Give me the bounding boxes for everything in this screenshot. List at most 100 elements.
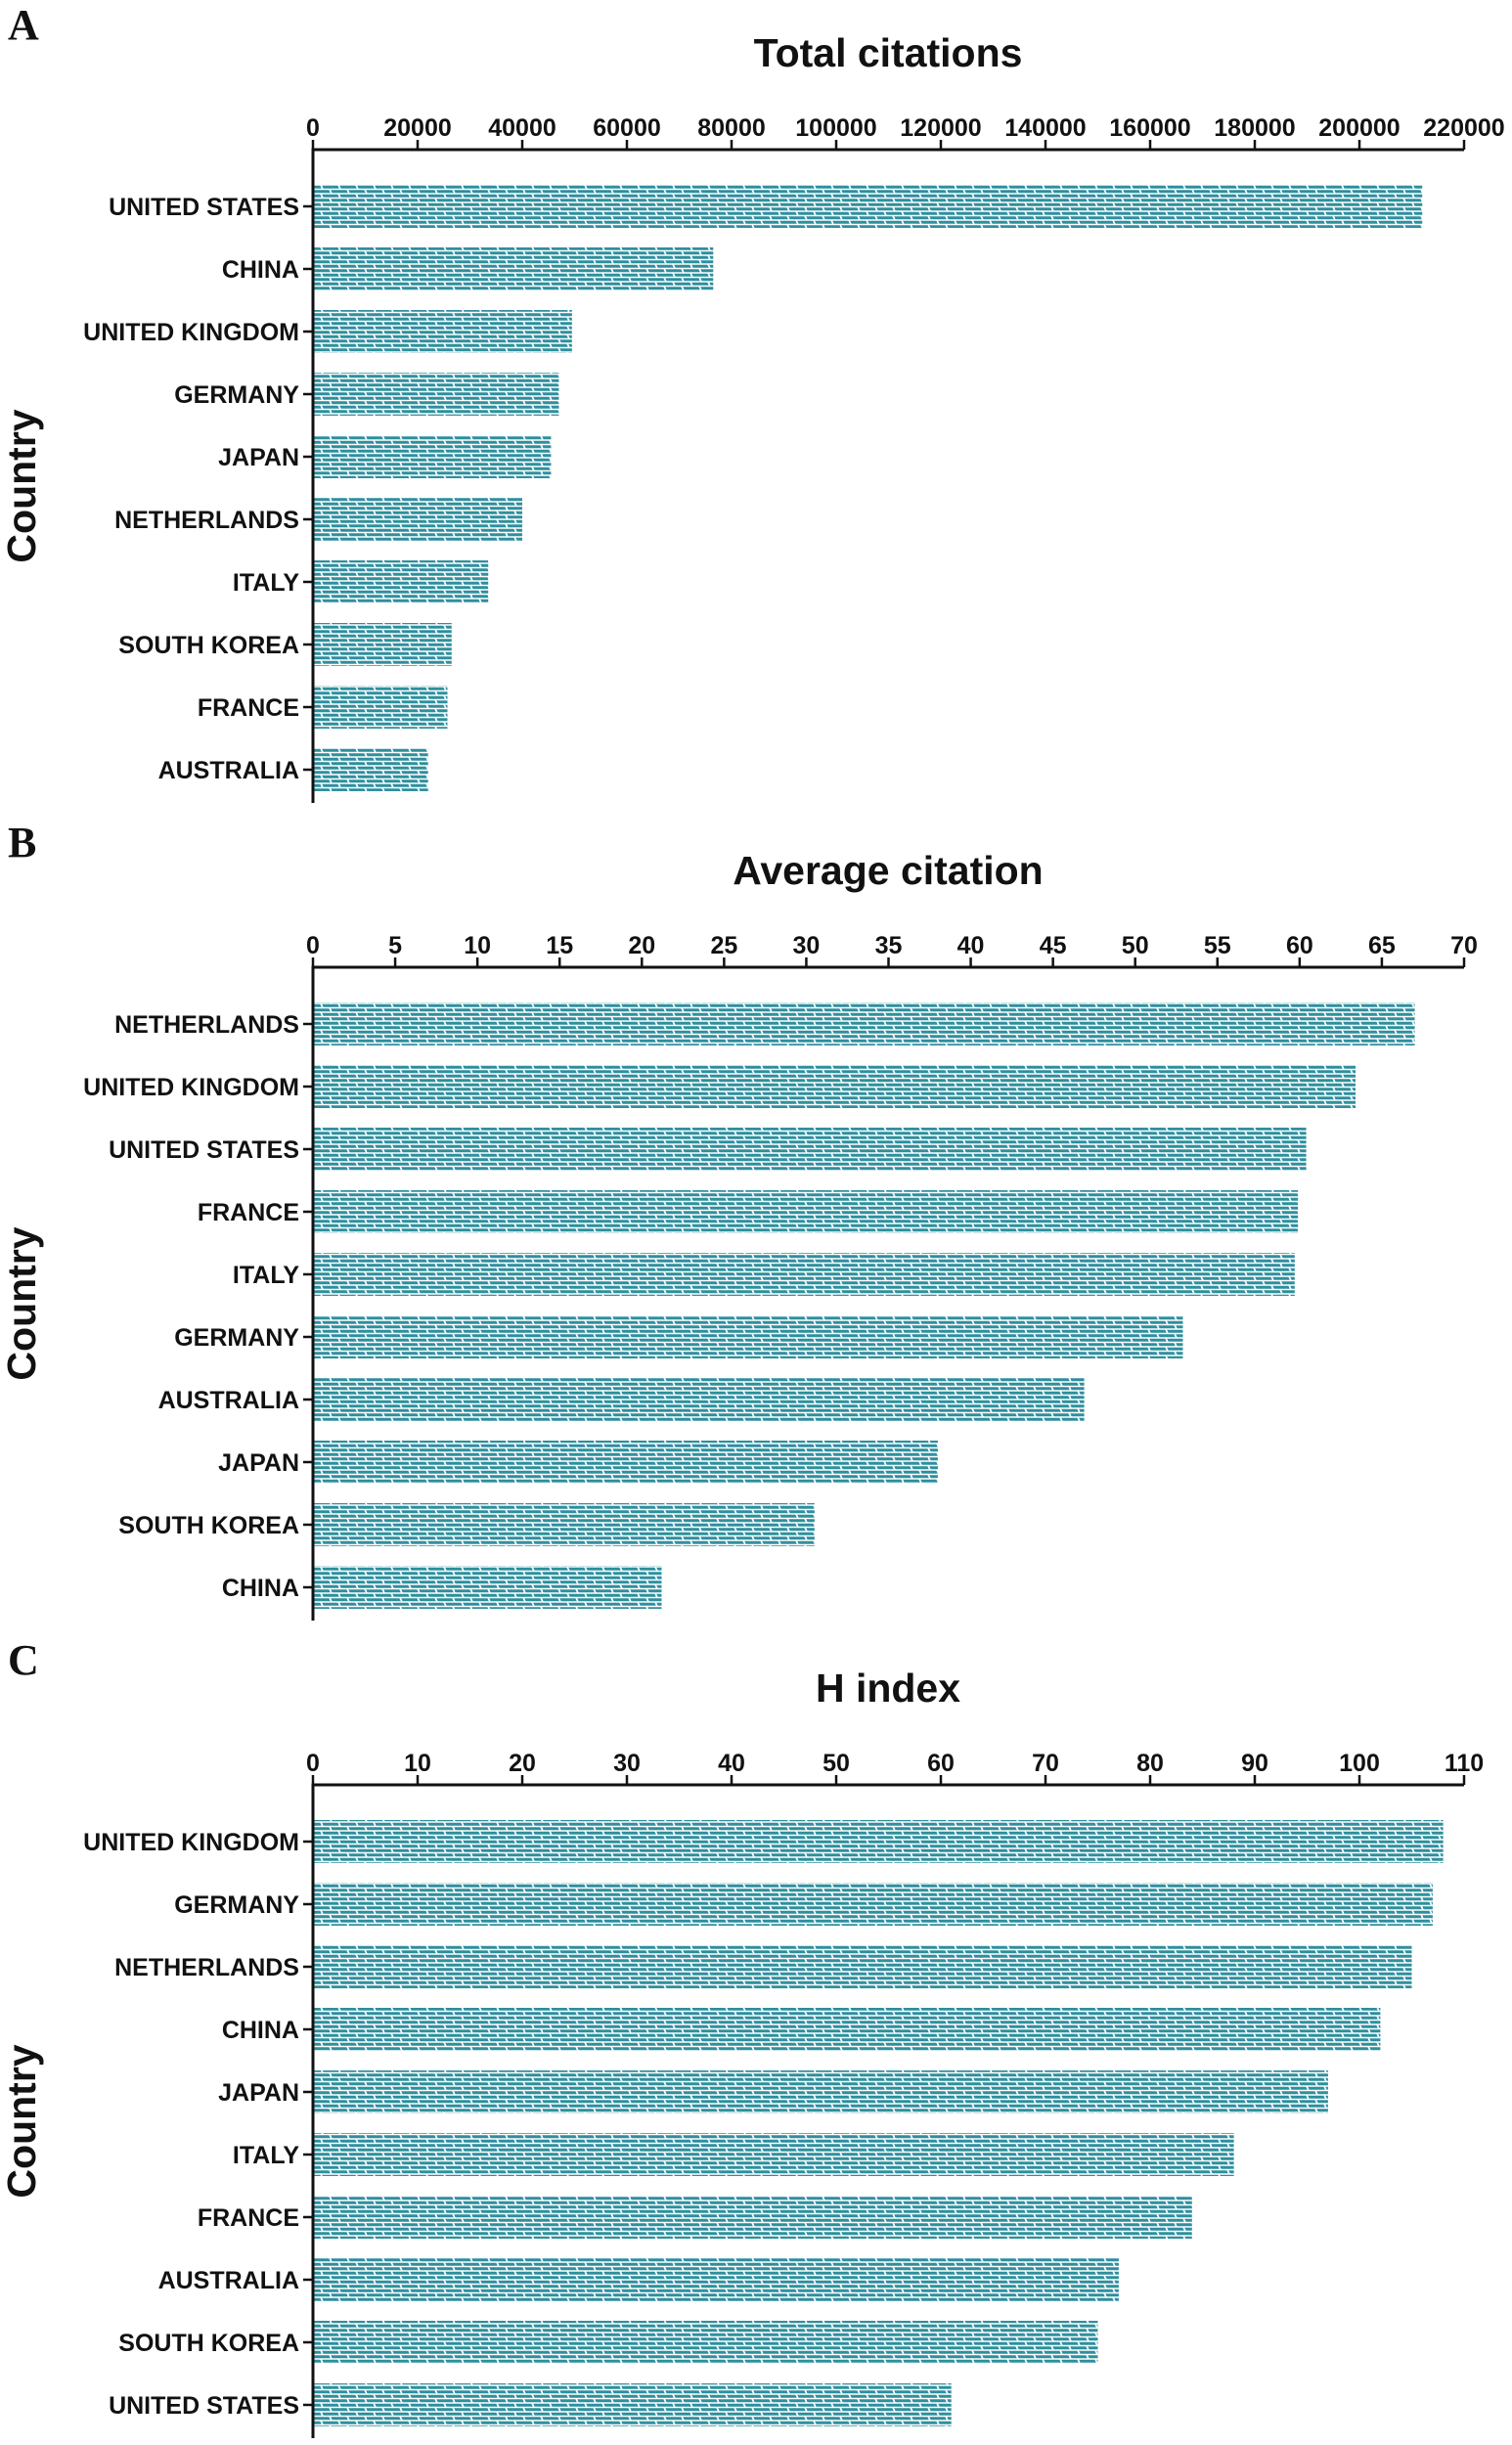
y-axis-label: Country bbox=[0, 1226, 44, 1380]
bar bbox=[314, 1883, 1433, 1926]
x-tick-label: 35 bbox=[875, 932, 903, 959]
x-tick-label: 55 bbox=[1204, 932, 1231, 959]
x-tick-label: 140000 bbox=[1004, 114, 1086, 142]
panel-letter: C bbox=[8, 1636, 39, 1684]
x-tick-label: 110 bbox=[1445, 1750, 1484, 1777]
bar bbox=[314, 686, 448, 729]
bar bbox=[314, 1945, 1412, 1988]
bar bbox=[314, 498, 522, 541]
y-axis-label: Country bbox=[0, 409, 44, 562]
bar bbox=[314, 1378, 1085, 1421]
x-tick-label: 25 bbox=[710, 932, 737, 959]
chart-title: H index bbox=[816, 1666, 960, 1711]
category-label: UNITED KINGDOM bbox=[83, 1829, 299, 1856]
bar bbox=[314, 1065, 1356, 1108]
panel-letter: B bbox=[8, 819, 36, 867]
category-label: FRANCE bbox=[198, 2204, 299, 2232]
category-label: UNITED STATES bbox=[109, 1136, 299, 1164]
x-tick-label: 100 bbox=[1339, 1750, 1380, 1777]
x-tick-label: 40 bbox=[957, 932, 985, 959]
panel-letter: A bbox=[8, 1, 39, 49]
category-label: AUSTRALIA bbox=[158, 2267, 299, 2294]
category-label: ITALY bbox=[233, 2142, 299, 2169]
x-tick-label: 50 bbox=[1122, 932, 1149, 959]
category-label: GERMANY bbox=[174, 1891, 299, 1919]
category-label: SOUTH KOREA bbox=[118, 632, 299, 659]
bar bbox=[314, 2258, 1119, 2301]
category-label: UNITED STATES bbox=[109, 194, 299, 221]
bar bbox=[314, 185, 1423, 228]
x-tick-label: 200000 bbox=[1318, 114, 1400, 142]
x-tick-label: 10 bbox=[404, 1750, 431, 1777]
bar bbox=[314, 1566, 662, 1609]
y-axis-label: Country bbox=[0, 2044, 44, 2198]
x-tick-label: 60 bbox=[927, 1750, 955, 1777]
category-label: NETHERLANDS bbox=[114, 507, 299, 534]
category-label: SOUTH KOREA bbox=[118, 2330, 299, 2357]
category-label: FRANCE bbox=[198, 694, 299, 722]
chart-title: Average citation bbox=[733, 848, 1043, 893]
x-tick-label: 20000 bbox=[383, 114, 452, 142]
bar bbox=[314, 1503, 815, 1546]
bar bbox=[314, 1190, 1299, 1233]
category-label: ITALY bbox=[233, 569, 299, 597]
bar bbox=[314, 1128, 1307, 1171]
category-label: AUSTRALIA bbox=[158, 1387, 299, 1414]
bar bbox=[314, 2070, 1328, 2113]
x-tick-label: 40000 bbox=[488, 114, 556, 142]
category-label: JAPAN bbox=[218, 444, 299, 471]
x-tick-label: 0 bbox=[306, 932, 320, 959]
x-tick-label: 70 bbox=[1032, 1750, 1059, 1777]
chart-panel-c: C H index Country 0 10 20 30 40 50 60 70 80 90 100 110… bbox=[0, 1636, 1484, 2438]
chart-panel-a: A Total citations Country 0 20000 40000 60000 8… bbox=[0, 1, 1505, 803]
x-tick-label: 10 bbox=[464, 932, 491, 959]
x-tick-label: 15 bbox=[546, 932, 573, 959]
bar bbox=[314, 2321, 1098, 2364]
category-label: AUSTRALIA bbox=[158, 757, 299, 784]
category-label: UNITED KINGDOM bbox=[83, 319, 299, 346]
x-tick-label: 120000 bbox=[900, 114, 981, 142]
x-tick-label: 5 bbox=[388, 932, 402, 959]
category-label: ITALY bbox=[233, 1262, 299, 1289]
bar bbox=[314, 2133, 1234, 2176]
bar bbox=[314, 435, 552, 478]
category-label: CHINA bbox=[222, 2017, 299, 2044]
x-tick-label: 65 bbox=[1368, 932, 1396, 959]
x-tick-label: 100000 bbox=[795, 114, 876, 142]
category-label: GERMANY bbox=[174, 381, 299, 409]
category-label: UNITED STATES bbox=[109, 2392, 299, 2420]
x-tick-label: 50 bbox=[823, 1750, 850, 1777]
bar bbox=[314, 748, 428, 791]
bar bbox=[314, 1441, 938, 1484]
x-tick-label: 45 bbox=[1040, 932, 1067, 959]
x-tick-label: 80 bbox=[1136, 1750, 1164, 1777]
x-tick-label: 0 bbox=[306, 114, 320, 142]
bar bbox=[314, 1002, 1415, 1045]
bar bbox=[314, 373, 559, 416]
bar bbox=[314, 560, 489, 603]
chart-title: Total citations bbox=[754, 30, 1023, 75]
category-label: JAPAN bbox=[218, 2079, 299, 2107]
chart-panel-b: B Average citation Country 0 5 10 15 20 25 30 35 40… bbox=[0, 819, 1478, 1621]
x-tick-label: 60 bbox=[1286, 932, 1313, 959]
x-tick-label: 20 bbox=[628, 932, 655, 959]
x-tick-label: 160000 bbox=[1109, 114, 1190, 142]
bar bbox=[314, 1253, 1295, 1296]
x-tick-label: 30 bbox=[613, 1750, 641, 1777]
x-tick-label: 30 bbox=[793, 932, 821, 959]
category-label: NETHERLANDS bbox=[114, 1954, 299, 1981]
x-tick-label: 90 bbox=[1241, 1750, 1268, 1777]
bar bbox=[314, 310, 572, 353]
category-label: GERMANY bbox=[174, 1324, 299, 1352]
bar bbox=[314, 2383, 952, 2426]
x-tick-label: 40 bbox=[718, 1750, 745, 1777]
x-tick-label: 60000 bbox=[593, 114, 661, 142]
category-label: FRANCE bbox=[198, 1199, 299, 1226]
x-tick-label: 80000 bbox=[697, 114, 766, 142]
x-tick-label: 70 bbox=[1450, 932, 1478, 959]
bar bbox=[314, 1820, 1444, 1863]
category-label: CHINA bbox=[222, 1575, 299, 1602]
category-label: JAPAN bbox=[218, 1449, 299, 1477]
x-tick-label: 180000 bbox=[1214, 114, 1295, 142]
x-tick-label: 0 bbox=[306, 1750, 320, 1777]
